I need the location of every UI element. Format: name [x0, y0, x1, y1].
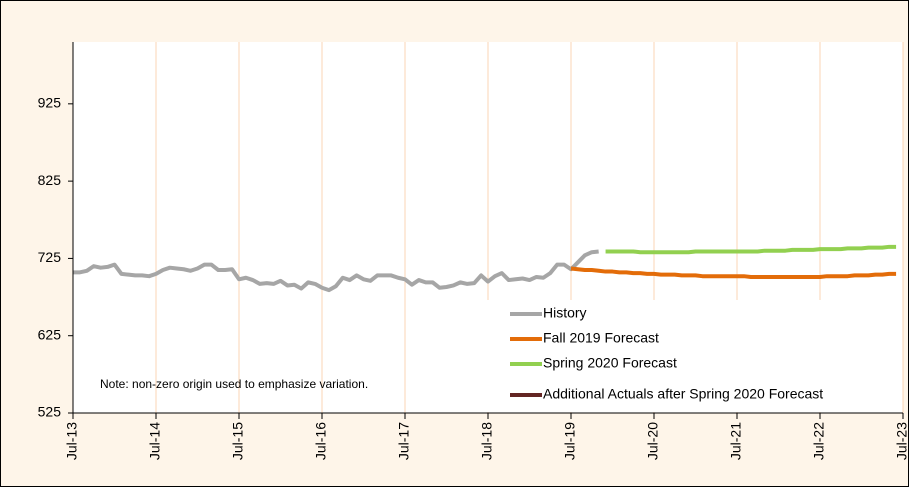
series-line [570, 266, 897, 279]
legend-label: History [543, 305, 587, 321]
x-tick-label: Jul-16 [313, 422, 329, 460]
y-tick-label: 725 [38, 249, 62, 265]
y-tick-label: 925 [38, 95, 62, 111]
x-tick-label: Jul-13 [64, 422, 80, 460]
note: Note: non-zero origin used to emphasize … [100, 377, 368, 391]
x-tick-label: Jul-22 [811, 422, 827, 460]
x-tick-label: Jul-23 [894, 422, 909, 460]
series-line [605, 244, 897, 255]
y-tick-label: 825 [38, 172, 62, 188]
x-tick-label: Jul-17 [396, 422, 412, 460]
y-tick-label: 525 [38, 404, 62, 420]
legend-label: Spring 2020 Forecast [543, 355, 677, 371]
y-tick-label: 625 [38, 326, 62, 342]
x-tick-label: Jul-21 [728, 422, 744, 460]
series-line [73, 249, 599, 293]
x-tick-label: Jul-19 [562, 422, 578, 460]
legend-label: Fall 2019 Forecast [543, 330, 659, 346]
x-tick-label: Jul-14 [147, 422, 163, 460]
x-tick-label: Jul-18 [479, 422, 495, 460]
x-tick-label: Jul-15 [230, 422, 246, 460]
legend-label: Additional Actuals after Spring 2020 For… [543, 386, 823, 402]
x-tick-label: Jul-20 [645, 422, 661, 460]
